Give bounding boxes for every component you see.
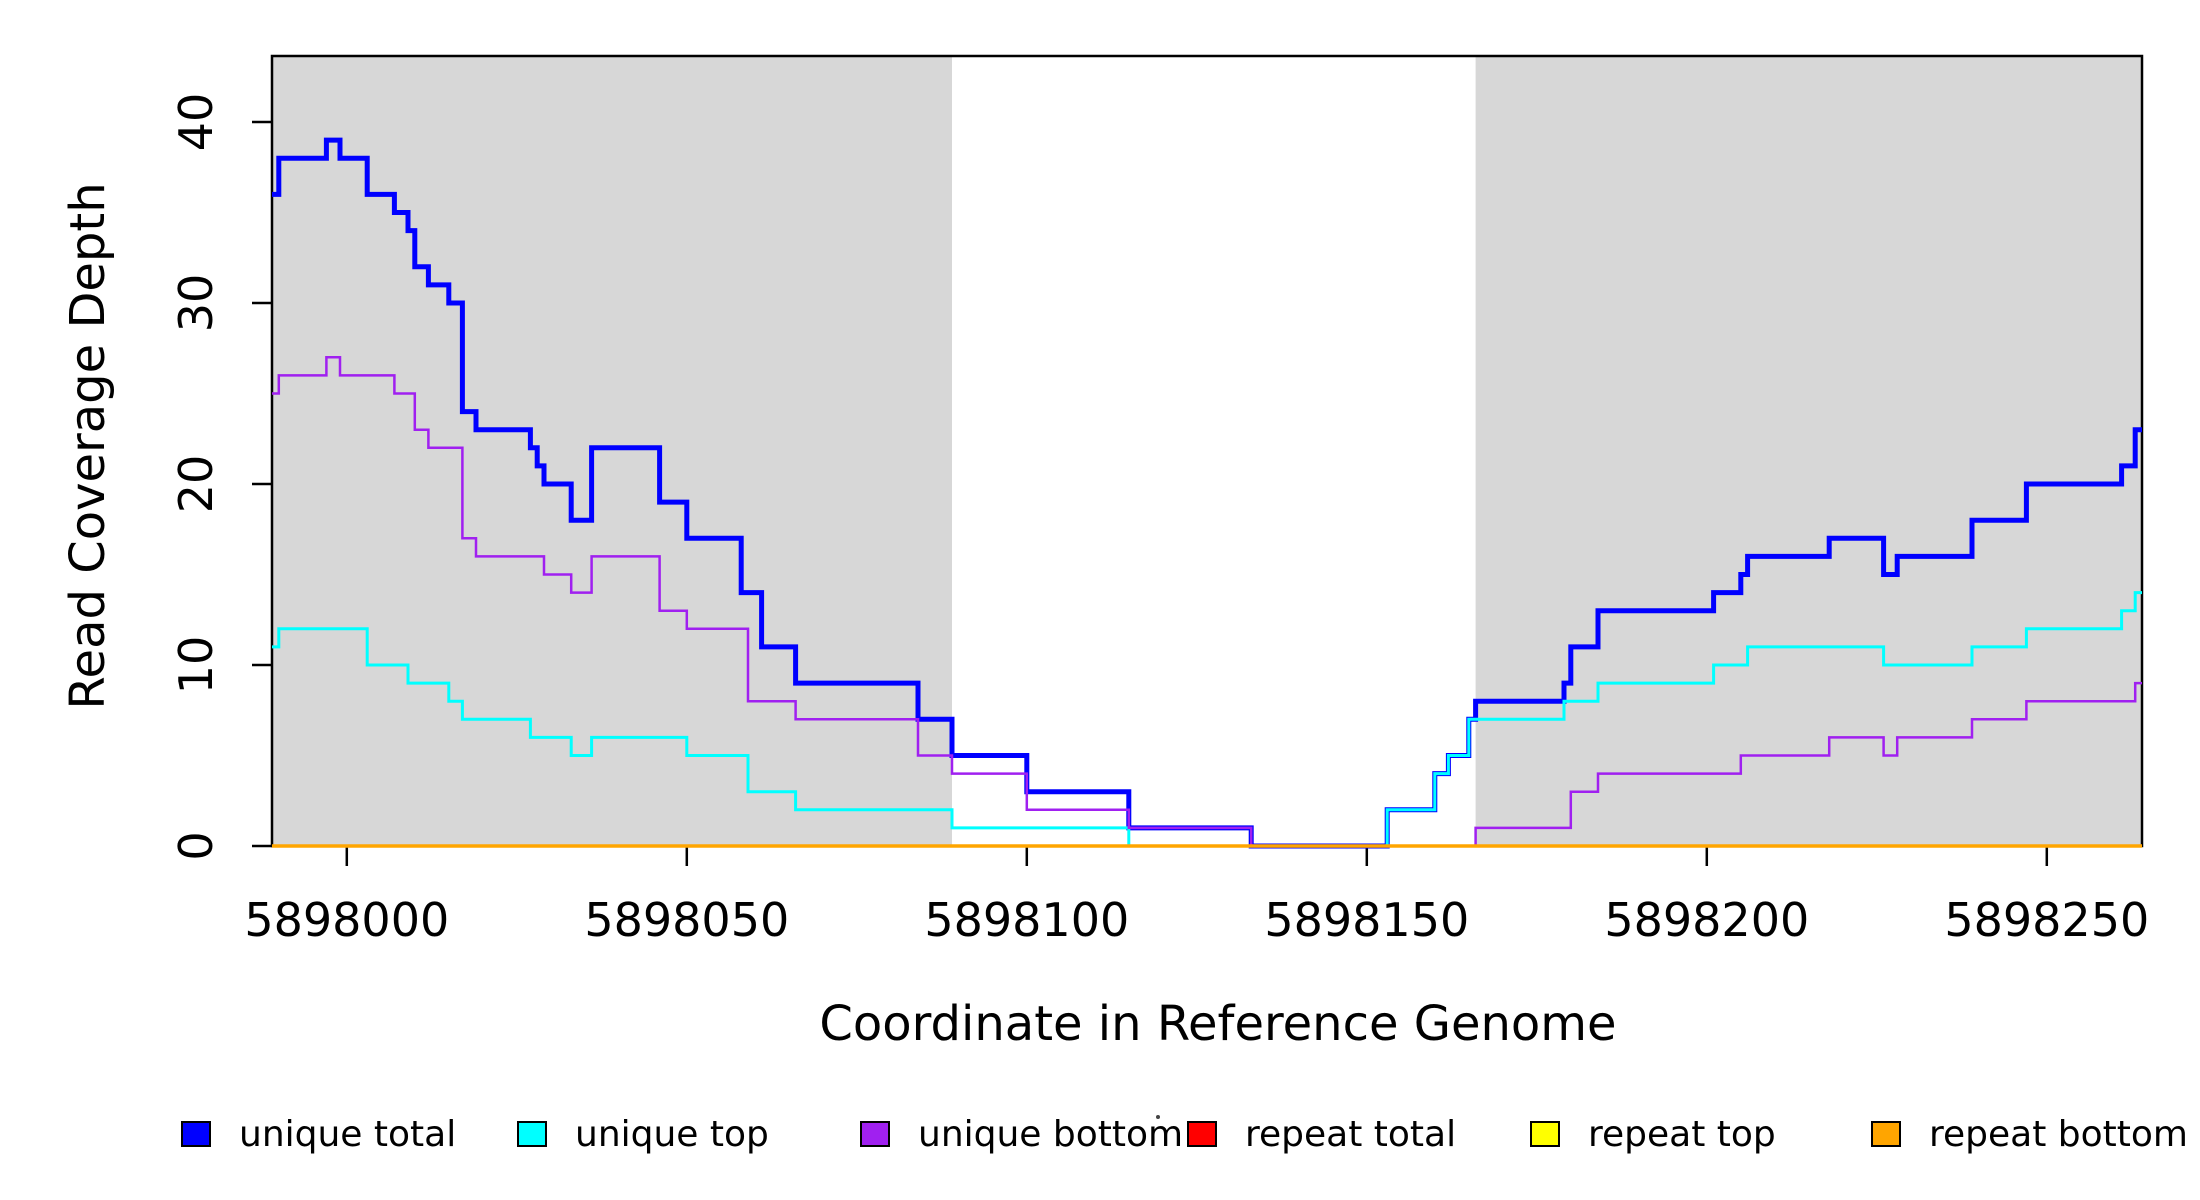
x-tick-label: 5898100 bbox=[924, 893, 1130, 947]
legend-label: repeat bottom bbox=[1929, 1113, 2188, 1155]
unique-region-left bbox=[272, 56, 952, 846]
x-tick-label: 5898050 bbox=[584, 893, 790, 947]
y-tick-label: 20 bbox=[169, 454, 223, 514]
x-tick-label: 5898250 bbox=[1944, 893, 2150, 947]
legend-swatch-icon bbox=[1530, 1121, 1560, 1147]
legend-swatch-icon bbox=[517, 1121, 547, 1147]
legend-label: unique total bbox=[239, 1113, 457, 1155]
series-unique-bottom bbox=[272, 356, 2142, 848]
x-tick-label: 5898200 bbox=[1604, 893, 1810, 947]
x-tick-label: 5898000 bbox=[244, 893, 450, 947]
y-tick-label: 10 bbox=[169, 635, 223, 695]
y-tick-label: 30 bbox=[169, 273, 223, 333]
legend-item-unique-bottom: unique bottom bbox=[860, 1112, 1183, 1156]
legend-swatch-icon bbox=[1187, 1121, 1217, 1147]
legend-swatch-icon bbox=[860, 1121, 890, 1147]
y-tick-label: 0 bbox=[169, 831, 223, 861]
x-tick-label: 5898150 bbox=[1264, 893, 1470, 947]
legend-item-repeat-top: repeat top bbox=[1530, 1112, 1776, 1156]
series-unique-total bbox=[272, 137, 2142, 849]
legend-label: repeat total bbox=[1245, 1113, 1457, 1155]
legend-label: repeat top bbox=[1588, 1113, 1776, 1155]
legend-swatch-icon bbox=[181, 1121, 211, 1147]
legend-item-repeat-total: repeat total bbox=[1187, 1112, 1456, 1156]
legend-item-repeat-bottom: repeat bottom bbox=[1871, 1112, 2188, 1156]
legend-label: unique bottom bbox=[918, 1113, 1184, 1155]
stray-dot bbox=[1156, 1115, 1160, 1119]
legend-item-unique-top: unique top bbox=[517, 1112, 769, 1156]
legend-swatch-icon bbox=[1871, 1121, 1901, 1147]
legend-item-unique-total: unique total bbox=[181, 1112, 456, 1156]
legend-label: unique top bbox=[575, 1113, 769, 1155]
y-axis-title: Read Coverage Depth bbox=[60, 182, 116, 710]
y-tick-label: 40 bbox=[169, 92, 223, 152]
x-axis-title: Coordinate in Reference Genome bbox=[819, 996, 1617, 1052]
unique-region-right bbox=[1475, 56, 2142, 846]
